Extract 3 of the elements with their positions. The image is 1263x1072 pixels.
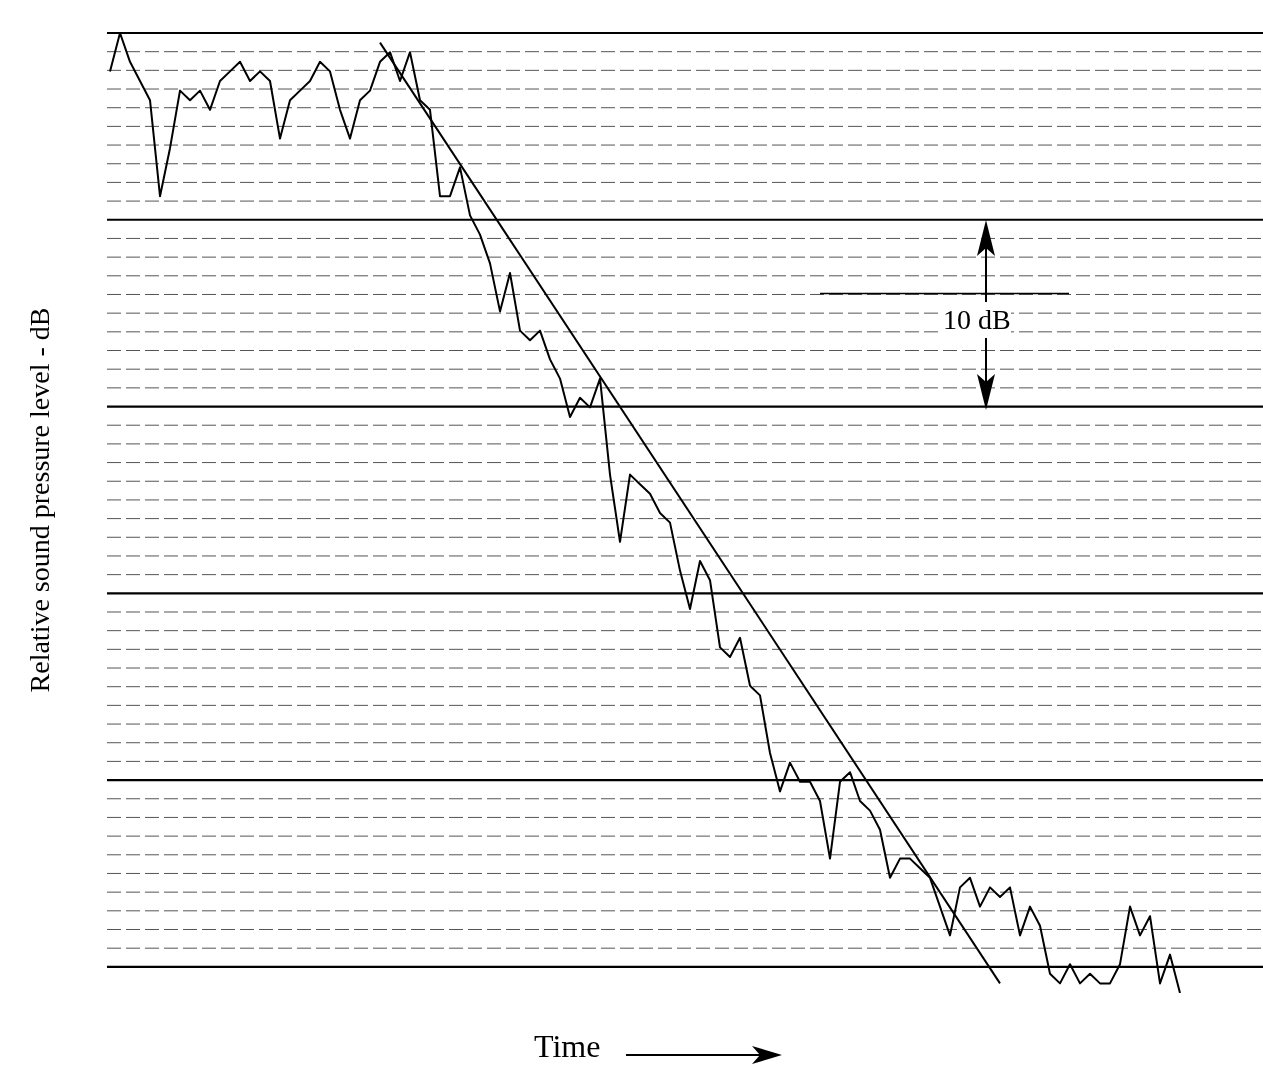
y-axis-title: Relative sound pressure level - dB bbox=[24, 307, 56, 693]
x-axis-title: Time bbox=[534, 1028, 601, 1065]
annotation: 10 dB bbox=[943, 303, 1011, 337]
